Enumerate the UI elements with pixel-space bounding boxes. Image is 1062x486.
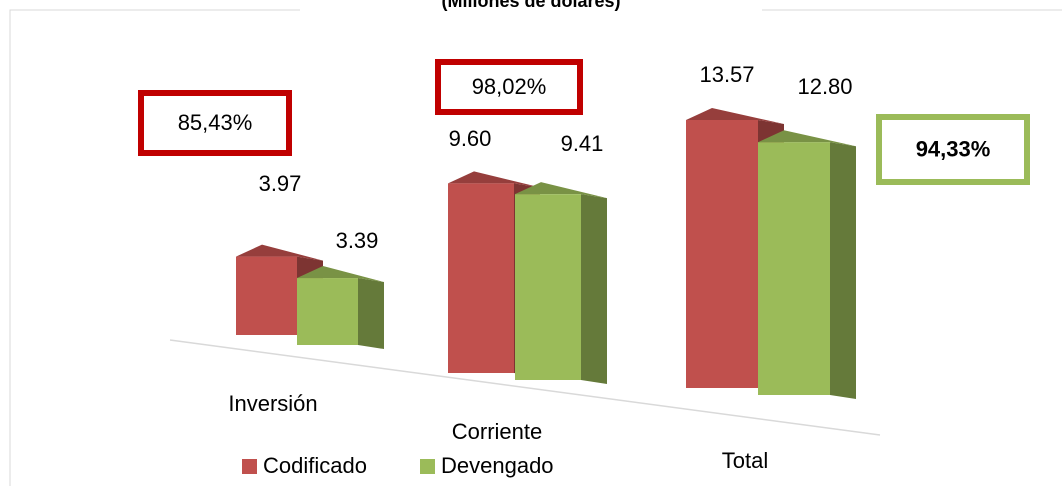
chart-title: (Millones de dólares) <box>441 0 620 11</box>
annotation-box <box>435 59 583 115</box>
bar <box>515 194 581 380</box>
bar <box>448 183 514 373</box>
annotation-box <box>876 114 1030 185</box>
value-label: 12.80 <box>797 74 852 99</box>
value-label: 13.57 <box>699 62 754 87</box>
bar-side <box>830 142 856 399</box>
legend-label: Devengado <box>441 453 554 478</box>
x-tick-label: Corriente <box>452 419 542 444</box>
annotation-box <box>138 90 292 156</box>
x-tick-label: Inversión <box>228 391 317 416</box>
title-bg <box>300 0 762 14</box>
value-label: 9.60 <box>449 126 492 151</box>
value-label: 9.41 <box>561 131 604 156</box>
bar <box>758 142 830 395</box>
x-tick-label: Total <box>722 448 768 473</box>
bar-side <box>358 278 384 349</box>
legend-swatch <box>242 459 257 474</box>
bar <box>686 120 758 388</box>
annotation: 98,02% <box>472 74 547 99</box>
value-label: 3.39 <box>336 228 379 253</box>
bar-side <box>581 194 607 384</box>
annotation: 85,43% <box>178 110 253 135</box>
bar <box>297 278 358 345</box>
floor-line <box>169 339 881 436</box>
legend-label: Codificado <box>263 453 367 478</box>
legend-swatch <box>420 459 435 474</box>
bar <box>236 256 297 335</box>
value-label: 3.97 <box>259 171 302 196</box>
annotation: 94,33% <box>916 136 991 161</box>
